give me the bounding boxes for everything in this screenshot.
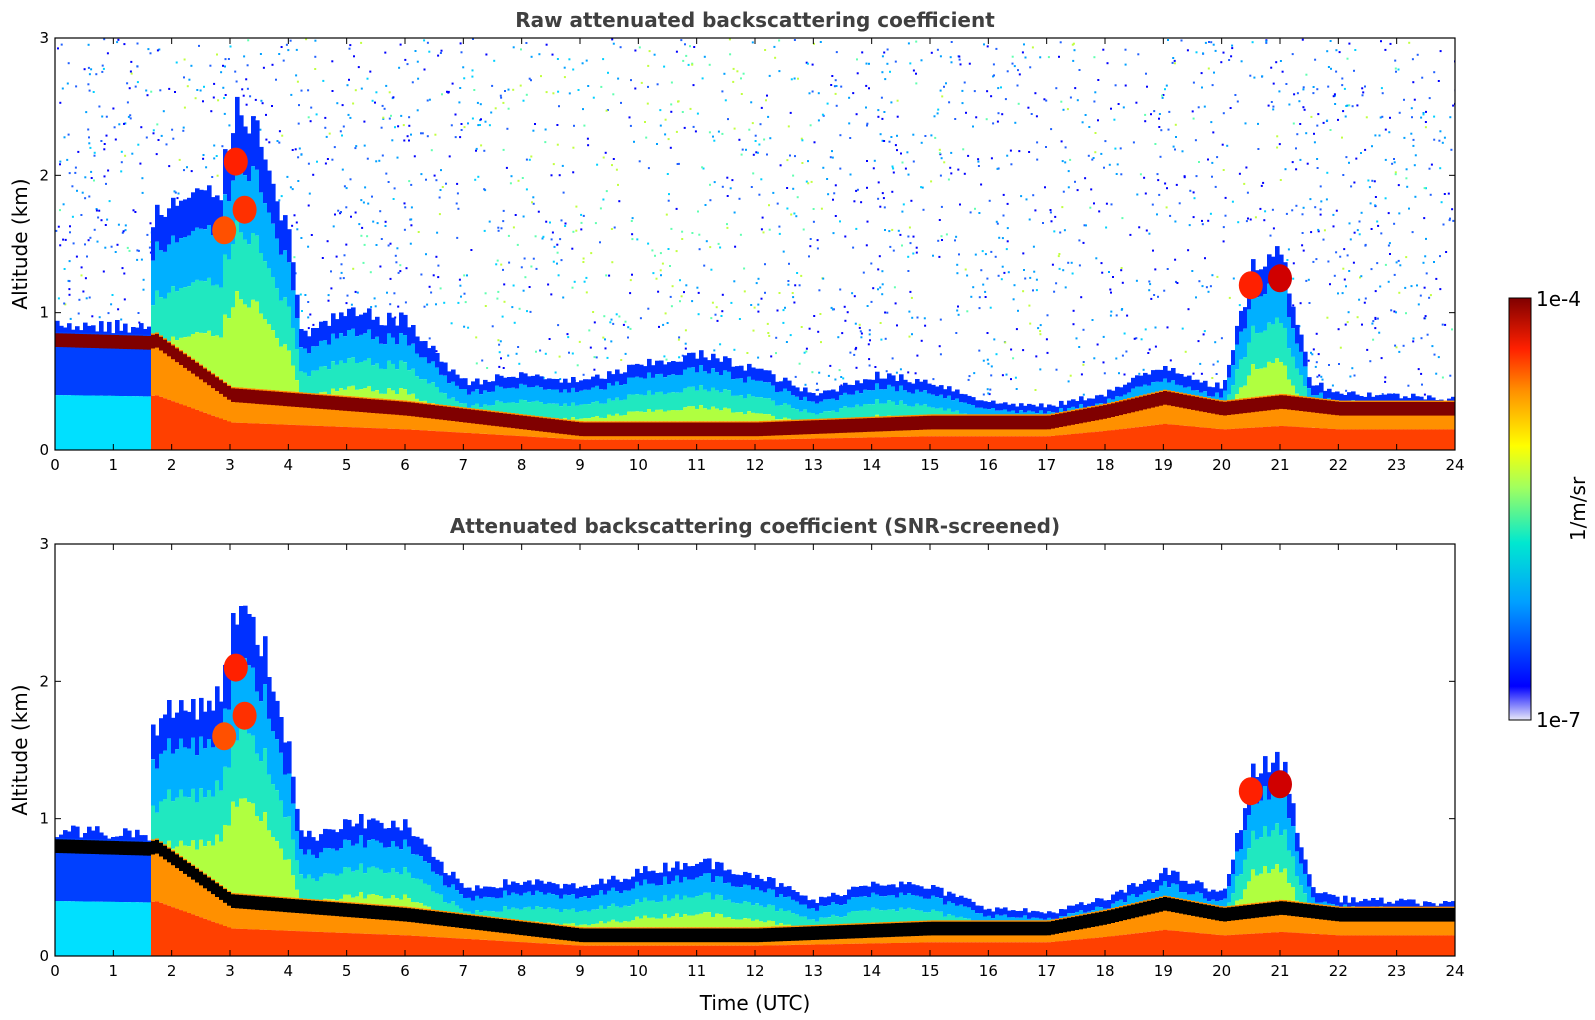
y-tick-label: 0 [39,441,49,459]
x-tick-label: 5 [342,962,352,980]
y-tick-label: 3 [39,535,49,553]
x-tick-label: 9 [575,456,585,474]
backscatter-columns [55,96,1455,450]
x-tick-label: 12 [745,962,764,980]
x-tick-label: 23 [1387,456,1406,474]
x-tick-label: 12 [745,456,764,474]
x-tick-label: 3 [225,456,235,474]
x-tick-label: 7 [459,456,469,474]
y-tick-label: 1 [39,810,49,828]
heatmap-image [55,38,1455,450]
y-tick-label: 0 [39,947,49,965]
x-tick-label: 8 [517,456,527,474]
x-tick-label: 22 [1329,456,1348,474]
colorbar-unit-label: 1/m/sr [1566,476,1590,541]
x-tick-label: 14 [862,456,881,474]
colorbar-min-label: 1e-7 [1536,708,1581,732]
x-tick-label: 19 [1154,962,1173,980]
noise-speckle [55,38,1455,396]
x-tick-label: 13 [804,456,823,474]
y-tick-label: 3 [39,29,49,47]
y-axis-label: Altitude (km) [8,178,32,309]
x-tick-label: 6 [400,456,410,474]
heatmap-image [55,605,1455,956]
x-tick-label: 13 [804,962,823,980]
x-tick-label: 8 [517,962,527,980]
x-tick-label: 22 [1329,962,1348,980]
axis-ticks: 0 1 2 3 4 5 6 7 8 9 10 11 12 13 14 15 16 17 18 19 20 21 22 23 24… [39,29,1464,474]
snr-screened-panel: Attenuated backscattering coefficient (S… [8,514,1465,1015]
x-tick-label: 0 [50,456,60,474]
x-tick-label: 2 [167,962,177,980]
x-tick-label: 24 [1445,456,1464,474]
x-tick-label: 21 [1270,456,1289,474]
x-tick-label: 17 [1037,962,1056,980]
x-tick-label: 6 [400,962,410,980]
x-tick-label: 10 [629,962,648,980]
x-tick-label: 19 [1154,456,1173,474]
x-tick-label: 2 [167,456,177,474]
x-tick-label: 20 [1212,962,1231,980]
colorbar: 1e-4 1e-7 1/m/sr [1508,287,1590,732]
x-tick-label: 4 [284,456,294,474]
x-tick-label: 7 [459,962,469,980]
x-axis-label: Time (UTC) [699,991,811,1015]
x-tick-label: 24 [1445,962,1464,980]
x-tick-label: 3 [225,962,235,980]
backscatter-columns [55,605,1455,956]
panel-title: Raw attenuated backscattering coefficien… [515,8,995,32]
axis-ticks: 0 1 2 3 4 5 6 7 8 9 10 11 12 13 14 15 16 17 18 19 20 21 22 23 24… [39,535,1464,980]
x-tick-label: 16 [979,456,998,474]
x-tick-label: 15 [920,962,939,980]
x-tick-label: 5 [342,456,352,474]
y-axis-label: Altitude (km) [8,684,32,815]
x-tick-label: 18 [1095,456,1114,474]
x-tick-label: 17 [1037,456,1056,474]
x-tick-label: 21 [1270,962,1289,980]
x-tick-label: 10 [629,456,648,474]
x-tick-label: 0 [50,962,60,980]
colorbar-max-label: 1e-4 [1536,287,1581,311]
x-tick-label: 4 [284,962,294,980]
x-tick-label: 20 [1212,456,1231,474]
x-tick-label: 16 [979,962,998,980]
x-tick-label: 11 [687,456,706,474]
x-tick-label: 14 [862,962,881,980]
elevated-clouds [212,147,1292,300]
x-tick-label: 9 [575,962,585,980]
colorbar-gradient [1508,297,1532,721]
y-tick-label: 2 [39,166,49,184]
x-tick-label: 23 [1387,962,1406,980]
x-tick-label: 11 [687,962,706,980]
x-tick-label: 15 [920,456,939,474]
y-tick-label: 2 [39,672,49,690]
x-tick-label: 18 [1095,962,1114,980]
y-tick-label: 1 [39,304,49,322]
elevated-clouds [212,653,1292,806]
x-tick-label: 1 [109,962,119,980]
raw-backscatter-panel: Raw attenuated backscattering coefficien… [8,8,1465,474]
panel-title: Attenuated backscattering coefficient (S… [450,514,1060,538]
x-tick-label: 1 [109,456,119,474]
